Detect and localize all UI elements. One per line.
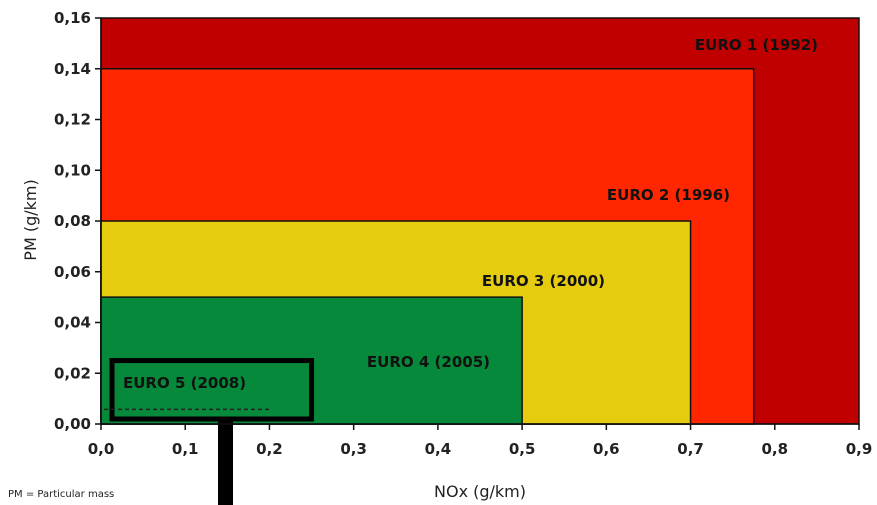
y-tick-label: 0,14: [54, 60, 91, 78]
x-axis-label: NOx (g/km): [434, 482, 526, 501]
x-tick-label: 0,1: [172, 440, 199, 458]
region-euro-5: [109, 358, 315, 422]
region-labels: EURO 1 (1992) EURO 2 (1996) EURO 3 (2000) E…: [123, 36, 818, 392]
region-label-euro-1: EURO 1 (1992): [695, 36, 818, 54]
y-tick-label: 0,16: [54, 9, 91, 27]
y-tick-label: 0,12: [54, 111, 91, 129]
x-tick-label: 0,4: [425, 440, 452, 458]
x-tick-label: 0,3: [340, 440, 367, 458]
footnote: PM = Particular mass: [8, 489, 115, 500]
y-tick-label: 0,08: [54, 212, 91, 230]
region-label-euro-4: EURO 4 (2005): [367, 353, 490, 371]
region-label-euro-2: EURO 2 (1996): [607, 186, 730, 204]
region-label-euro-5: EURO 5 (2008): [123, 374, 246, 392]
y-ticks: 0,00 0,02 0,04 0,06 0,08 0,10 0,12 0,14 0,16: [54, 9, 101, 433]
y-axis-label: PM (g/km): [21, 179, 40, 260]
x-tick-label: 0,5: [509, 440, 536, 458]
y-tick-label: 0,00: [54, 415, 91, 433]
y-tick-label: 0,02: [54, 364, 91, 382]
x-tick-label: 0,2: [256, 440, 283, 458]
y-tick-label: 0,06: [54, 263, 91, 281]
x-tick-label: 0,7: [677, 440, 704, 458]
x-tick-label: 0,0: [88, 440, 115, 458]
x-tick-label: 0,8: [761, 440, 788, 458]
y-tick-label: 0,04: [54, 314, 91, 332]
x-tick-label: 0,9: [846, 440, 873, 458]
regions: [100, 17, 860, 505]
y-tick-label: 0,10: [54, 161, 91, 179]
x-ticks: 0,0 0,1 0,2 0,3 0,4 0,5 0,6 0,7 0,8 0,9: [88, 424, 873, 458]
x-tick-label: 0,6: [593, 440, 620, 458]
pointer-bar: [218, 419, 233, 505]
region-label-euro-3: EURO 3 (2000): [482, 272, 605, 290]
